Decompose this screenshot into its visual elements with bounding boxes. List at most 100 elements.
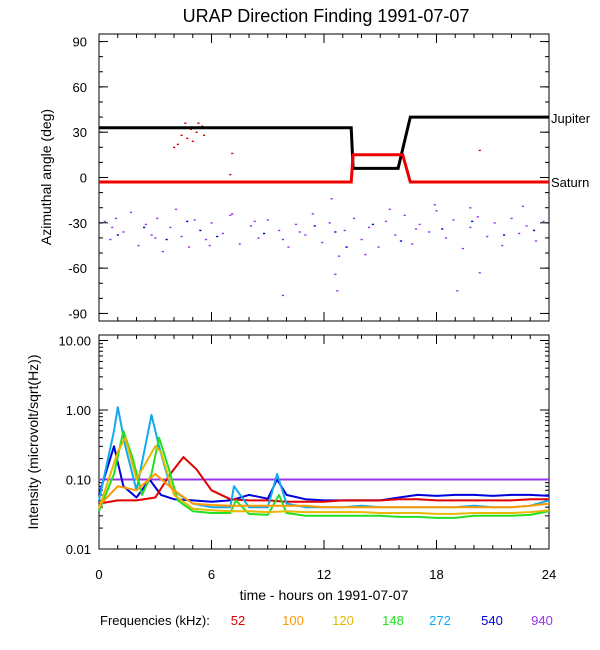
x-tick-label: 18 <box>429 567 443 582</box>
chart-title: URAP Direction Finding 1991-07-07 <box>183 6 470 26</box>
scatter-point-940 <box>257 237 260 239</box>
scatter-point-940 <box>501 244 504 247</box>
scatter-point-940 <box>111 226 114 229</box>
scatter-point-940 <box>525 225 528 227</box>
scatter-point-940 <box>478 272 481 274</box>
line-jupiter <box>99 115 549 170</box>
scatter-point-540 <box>263 232 266 235</box>
scatter-point-940 <box>266 219 269 221</box>
intensity-x-ticks <box>98 335 550 549</box>
scatter-point-940 <box>174 208 178 211</box>
scatter-point-940 <box>428 231 431 233</box>
scatter-point-940 <box>321 241 324 244</box>
scatter-point-940 <box>193 219 196 221</box>
scatter-point-940 <box>249 225 253 227</box>
x-tick-label: 24 <box>542 567 556 582</box>
scatter-point-940 <box>238 243 241 245</box>
scatter-point-940 <box>330 198 333 200</box>
scatter-point-940 <box>456 290 459 292</box>
intensity-y-tick-label: 0.01 <box>66 542 91 557</box>
scatter-point-52 <box>195 131 198 133</box>
scatter-point-940 <box>364 253 367 256</box>
scatter-point-940 <box>122 231 125 233</box>
scatter-point-540 <box>116 234 119 236</box>
scatter-point-540 <box>371 223 374 226</box>
scatter-point-940 <box>368 226 371 229</box>
scatter-point-940 <box>336 290 339 292</box>
scatter-point-940 <box>208 244 211 247</box>
jupiter-annotation: Jupiter <box>551 111 591 126</box>
intensity-line-540 <box>98 445 550 503</box>
scatter-point-940 <box>169 226 172 229</box>
scatter-point-940 <box>411 243 414 245</box>
scatter-point-540 <box>441 228 444 230</box>
scatter-point-940 <box>542 220 545 223</box>
scatter-point-148 <box>478 149 481 152</box>
legend-item-120: 120 <box>332 613 354 628</box>
scatter-point-940 <box>534 240 538 242</box>
intensity-line-120 <box>98 436 550 515</box>
scatter-point-940 <box>343 229 346 232</box>
intensity-line-148 <box>98 429 550 519</box>
azimuth-y-tick-label: 30 <box>73 125 87 140</box>
scatter-point-540 <box>186 220 189 223</box>
line-saturn <box>99 153 549 184</box>
intensity-line-52 <box>98 456 549 505</box>
scatter-point-940 <box>231 213 234 215</box>
scatter-point-940 <box>469 226 472 229</box>
scatter-point-52 <box>173 146 176 149</box>
scatter-point-540 <box>313 225 316 227</box>
scatter-point-940 <box>109 238 112 241</box>
scatter-point-540 <box>199 229 202 232</box>
scatter-point-940 <box>204 238 208 241</box>
scatter-point-940 <box>452 219 455 221</box>
scatter-point-940 <box>476 216 479 218</box>
intensity-y-tick-label: 1.00 <box>66 403 91 418</box>
scatter-point-940 <box>281 238 284 241</box>
intensity-panel: 10.00 1.00 0.10 0.01 Intensity (microvolt/s… <box>25 334 550 557</box>
scatter-point-940 <box>510 217 513 220</box>
scatter-point-52 <box>203 134 206 137</box>
intensity-line-272 <box>98 406 550 509</box>
scatter-point-940 <box>414 228 418 230</box>
scatter-point-52 <box>176 143 179 146</box>
azimuth-y-ticks: 90 60 30 0 -30 -60 -90 <box>68 35 549 321</box>
scatter-point-940 <box>418 223 421 226</box>
scatter-point-940 <box>298 231 301 233</box>
scatter-point-940 <box>114 217 118 220</box>
scatter-point-52 <box>197 122 200 124</box>
scatter-point-940 <box>188 246 191 248</box>
scatter-point-940 <box>304 234 307 236</box>
azimuth-y-label: Azimuthal angle (deg) <box>38 109 54 245</box>
scatter-point-940 <box>253 220 256 223</box>
intensity-y-ticks: 10.00 1.00 0.10 0.01 <box>58 334 549 557</box>
legend-item-940: 940 <box>531 613 553 628</box>
azimuth-panel: 90 60 30 0 -30 -60 -90 Azimuthal angle (deg) J… <box>38 33 591 322</box>
azimuth-y-tick-label: -90 <box>68 306 87 321</box>
scatter-point-940 <box>334 273 337 275</box>
scatter-point-540 <box>143 226 146 229</box>
intensity-plot-frame <box>98 334 550 550</box>
scatter-point-940 <box>486 235 489 238</box>
scatter-point-940 <box>338 255 341 257</box>
scatter-point-940 <box>103 220 106 223</box>
frequency-legend: Frequencies (kHz): 52 100 120 148 272 540 940 <box>100 613 553 628</box>
scatter-point-540 <box>165 238 168 241</box>
legend-item-540: 540 <box>481 613 503 628</box>
scatter-point-940 <box>377 246 380 248</box>
scatter-point-940 <box>281 294 284 297</box>
scatter-point-148 <box>229 173 232 176</box>
scatter-point-940 <box>394 234 397 236</box>
scatter-point-940 <box>521 205 524 207</box>
scatter-point-940 <box>144 223 148 226</box>
scatter-point-540 <box>216 235 219 238</box>
scatter-point-52 <box>180 134 183 137</box>
azimuth-y-tick-label: -60 <box>68 261 87 276</box>
scatter-point-540 <box>345 246 348 248</box>
intensity-y-label: Intensity (microvolt/sqrt(Hz)) <box>25 354 41 529</box>
intensity-y-tick-label: 0.10 <box>66 473 91 488</box>
azimuth-y-tick-label: 60 <box>73 80 87 95</box>
scatter-point-940 <box>311 213 314 215</box>
azimuth-plot-frame <box>98 33 550 322</box>
